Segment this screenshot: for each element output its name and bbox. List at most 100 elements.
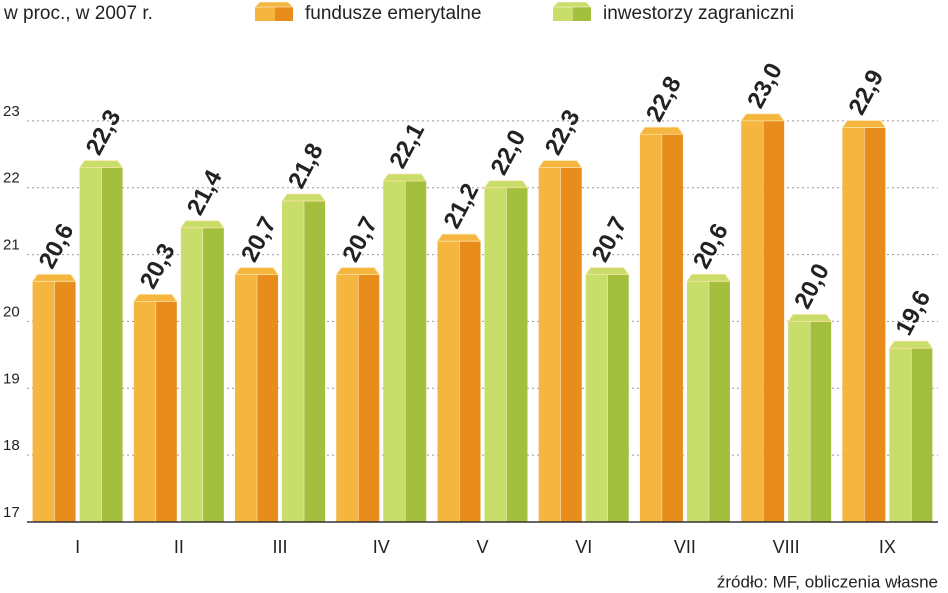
bar xyxy=(483,180,529,522)
bar-top xyxy=(234,267,279,276)
value-label: 20,6 xyxy=(34,219,80,273)
bar-front xyxy=(133,301,156,522)
bar-top xyxy=(483,180,529,189)
bar-side xyxy=(607,274,629,522)
bar xyxy=(740,113,785,522)
x-tick-label: VI xyxy=(575,537,592,557)
bar-front xyxy=(741,120,764,522)
bar-front xyxy=(686,281,709,522)
legend-swatch xyxy=(255,7,275,21)
bar-side xyxy=(459,241,481,522)
bar-top xyxy=(281,193,326,202)
value-label: 22,1 xyxy=(384,119,430,173)
y-tick-label: 22 xyxy=(3,170,20,187)
bar xyxy=(841,120,887,523)
x-tick-label: VII xyxy=(674,537,696,557)
chart-title: w proc., w 2007 r. xyxy=(3,3,153,24)
legend-swatch-side xyxy=(275,7,293,21)
bar-side xyxy=(810,321,832,522)
bar-front xyxy=(383,181,406,522)
bar-front xyxy=(585,274,608,522)
bar-front xyxy=(79,167,102,522)
bar-top xyxy=(133,293,178,302)
x-tick-label: VIII xyxy=(773,537,800,557)
value-label: 22,3 xyxy=(81,106,127,160)
bar-top xyxy=(335,267,381,276)
bar xyxy=(436,233,482,522)
y-tick-label: 19 xyxy=(3,370,20,387)
y-tick-label: 20 xyxy=(3,303,20,320)
value-label: 22,8 xyxy=(641,72,687,126)
value-label: 20,7 xyxy=(236,212,282,266)
bar-front xyxy=(889,348,912,522)
value-label: 23,0 xyxy=(742,59,788,113)
bar-side xyxy=(101,167,123,522)
value-label: 20,6 xyxy=(688,219,734,273)
source-note: źródło: MF, obliczenia własne xyxy=(717,572,938,591)
bar-front xyxy=(842,127,865,523)
bar-side xyxy=(155,301,177,522)
bar-side xyxy=(405,181,427,522)
bar-front xyxy=(32,281,55,522)
legend-item: inwestorzy zagraniczni xyxy=(552,1,794,24)
bar xyxy=(133,293,178,522)
bar xyxy=(180,220,225,523)
bar xyxy=(686,273,731,522)
x-tick-label: I xyxy=(75,537,80,557)
value-label: 22,9 xyxy=(843,65,889,119)
bar xyxy=(31,273,77,522)
legend-label: inwestorzy zagraniczni xyxy=(603,3,794,24)
legend-swatch xyxy=(553,7,573,21)
value-label: 20,7 xyxy=(337,212,383,266)
y-tick-label: 18 xyxy=(3,437,20,454)
x-tick-label: IV xyxy=(373,537,390,557)
legend-swatch-top xyxy=(552,1,592,8)
bar-front xyxy=(484,187,507,522)
bar xyxy=(584,267,630,522)
bar-side xyxy=(911,348,933,522)
bar-side xyxy=(506,187,528,522)
x-tick-label: II xyxy=(174,537,184,557)
bar-front xyxy=(336,274,359,522)
value-label: 22,0 xyxy=(486,126,532,180)
bar-top xyxy=(686,273,731,282)
bar-side xyxy=(257,274,279,522)
y-tick-label: 17 xyxy=(3,504,20,521)
bar-top xyxy=(740,113,785,122)
bar-side xyxy=(358,274,380,522)
value-label: 21,8 xyxy=(283,139,329,193)
bar-side xyxy=(661,134,683,522)
value-label: 19,6 xyxy=(890,286,936,340)
bar-side xyxy=(708,281,730,522)
bar-side xyxy=(54,281,76,522)
value-label: 22,3 xyxy=(540,106,586,160)
bar-top xyxy=(584,267,630,276)
bar xyxy=(234,267,279,522)
bar-top xyxy=(382,173,428,182)
bar-top xyxy=(180,220,225,229)
bar-front xyxy=(180,227,203,523)
x-tick-label: IX xyxy=(879,537,896,557)
bar-top xyxy=(888,340,934,349)
bar-top xyxy=(841,120,887,128)
bar-top xyxy=(78,160,124,169)
bar-side xyxy=(560,167,582,522)
bar xyxy=(639,126,684,522)
bar-top xyxy=(787,314,832,322)
y-tick-label: 21 xyxy=(3,237,20,254)
legend-item: fundusze emerytalne xyxy=(254,1,481,24)
bar-front xyxy=(282,201,305,523)
bar xyxy=(888,340,934,522)
bar-side xyxy=(864,127,886,523)
x-tick-label: III xyxy=(273,537,288,557)
bar-front xyxy=(235,274,258,522)
bar-top xyxy=(436,233,482,242)
bar-front xyxy=(538,167,561,522)
bar-side xyxy=(763,120,785,522)
bar-top xyxy=(537,160,583,169)
legend-label: fundusze emerytalne xyxy=(305,3,481,24)
bar-front xyxy=(639,134,662,522)
value-label: 21,2 xyxy=(439,179,485,233)
bar-front xyxy=(788,321,811,522)
